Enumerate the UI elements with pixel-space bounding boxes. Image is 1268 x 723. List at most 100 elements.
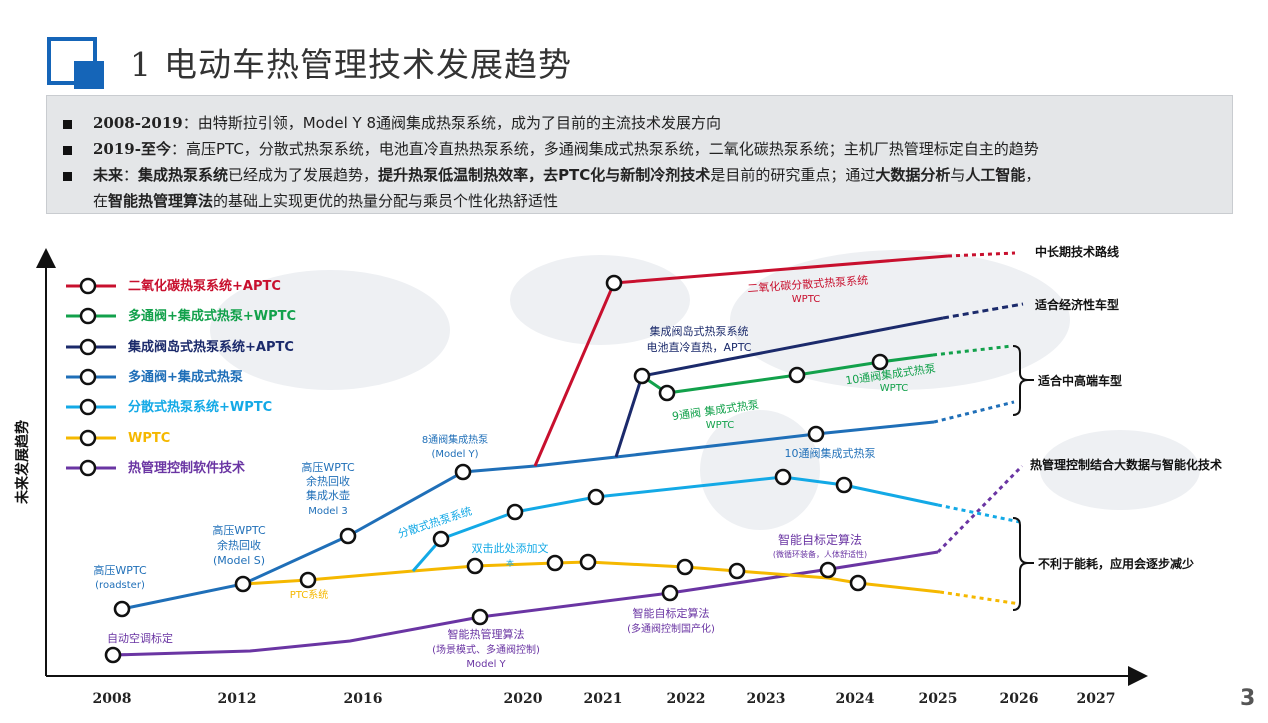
logo-filled-square bbox=[74, 61, 104, 89]
legend-label-co2: 二氧化碳热泵系统+APTC bbox=[128, 278, 281, 294]
node-distributed-5 bbox=[835, 476, 853, 494]
node-distributed-1 bbox=[432, 530, 450, 548]
summary-bold-3d: 人工智能 bbox=[965, 166, 1026, 184]
line-distributed-future bbox=[937, 503, 1021, 524]
annot-self-cal-1: 智能自标定算法 bbox=[633, 606, 710, 620]
annot-10valve-wptc-2: WPTC bbox=[880, 383, 908, 394]
label-big-data: 热管理控制结合大数据与智能化技术 bbox=[1030, 457, 1222, 472]
summary-text-2: ：高压PTC，分散式热泵系统，电池直冷直热热泵系统，多通阀集成式热泵系统，二氧化… bbox=[170, 140, 1039, 158]
tick-2027: 2027 bbox=[1077, 691, 1116, 707]
annot-auto-ac: 自动空调标定 bbox=[107, 631, 173, 645]
world-map-background bbox=[210, 250, 1200, 530]
node-co2 bbox=[605, 274, 623, 292]
tick-2026: 2026 bbox=[1000, 691, 1039, 707]
annot-placeholder-1: 双击此处添加文 bbox=[472, 541, 549, 555]
x-tick-labels: 2008 2012 2016 2020 2021 2022 2023 2024 … bbox=[93, 691, 1116, 707]
annot-models-3: (Model S) bbox=[213, 554, 265, 567]
tick-2023: 2023 bbox=[747, 691, 786, 707]
legend-item-co2: 二氧化碳热泵系统+APTC bbox=[66, 277, 281, 295]
legend-item-multivalve: 多通阀+集成式热泵 bbox=[66, 368, 243, 386]
node-modely bbox=[454, 463, 472, 481]
page-number: 3 bbox=[1240, 686, 1256, 711]
line-valve-island-future bbox=[942, 302, 1024, 320]
node-10valve-wptc-2 bbox=[871, 353, 889, 371]
summary-years-1: 2008-2019 bbox=[93, 114, 183, 132]
annot-placeholder-2: 本 bbox=[506, 558, 514, 568]
line-multivalve-future bbox=[933, 400, 1015, 424]
bullet-square bbox=[63, 120, 72, 129]
node-2012-models bbox=[234, 575, 252, 593]
legend-item-distributed: 分散式热泵系统+WPTC bbox=[66, 398, 272, 416]
node-wptc-2 bbox=[546, 554, 564, 572]
section-logo bbox=[47, 37, 105, 89]
annot-models-1: 高压WPTC bbox=[212, 523, 266, 537]
line-co2-future bbox=[947, 251, 1016, 258]
node-10valve-wptc-1 bbox=[788, 366, 806, 384]
milestone-nodes bbox=[104, 274, 889, 664]
annot-model3-3: 集成水壶 bbox=[306, 488, 350, 502]
page-title: 1 电动车热管理技术发展趋势 bbox=[130, 38, 572, 86]
annot-models-2: 余热回收 bbox=[217, 538, 261, 552]
node-valve-island bbox=[633, 367, 651, 385]
summary-text-3f: 在 bbox=[93, 192, 109, 210]
legend-label-software: 热管理控制软件技术 bbox=[128, 460, 245, 476]
annot-self-cal-3: 智能自标定算法 bbox=[778, 532, 862, 547]
annot-roadster-1: 高压WPTC bbox=[93, 563, 147, 577]
legend-label-valve-island: 集成阀岛式热泵系统+APTC bbox=[127, 339, 294, 355]
label-reduce: 不利于能耗，应用会逐步减少 bbox=[1038, 556, 1194, 571]
node-9valve bbox=[658, 384, 676, 402]
node-ptc-system bbox=[299, 571, 317, 589]
section-title: 电动车热管理技术发展趋势 bbox=[164, 45, 572, 84]
legend-item-software: 热管理控制软件技术 bbox=[66, 459, 245, 477]
summary-text-3e: ， bbox=[1025, 166, 1041, 184]
summary-row-3: 未来：集成热泵系统已经成为了发展趋势，提升热泵低温制热效率，去PTC化与新制冷剂… bbox=[63, 162, 1216, 188]
y-axis-label: 未来发展趋势 bbox=[14, 420, 31, 504]
annot-self-cal-2: (多通阀控制国产化) bbox=[627, 622, 715, 635]
label-long-term: 中长期技术路线 bbox=[1035, 244, 1119, 259]
legend-item-wptc: WPTC bbox=[66, 429, 170, 447]
tick-2022: 2022 bbox=[667, 691, 706, 707]
tick-2025: 2025 bbox=[919, 691, 958, 707]
legend-item-valve-island: 集成阀岛式热泵系统+APTC bbox=[66, 338, 294, 356]
summary-row-2: 2019-至今：高压PTC，分散式热泵系统，电池直冷直热热泵系统，多通阀集成式热… bbox=[63, 136, 1216, 162]
annot-smart-algo-1: 智能热管理算法 bbox=[448, 627, 525, 641]
node-distributed-4 bbox=[774, 468, 792, 486]
section-number: 1 bbox=[130, 45, 152, 84]
node-software-modely bbox=[471, 608, 489, 626]
annot-roadster-2: (roadster) bbox=[95, 580, 145, 591]
node-distributed-3 bbox=[587, 488, 605, 506]
annot-modely-1: 8通阀集成热泵 bbox=[422, 433, 488, 446]
annot-smart-algo-2: (场景模式、多通阀控制) bbox=[432, 643, 540, 656]
annot-model3-2: 余热回收 bbox=[306, 474, 350, 488]
annot-10valve: 10通阀集成式热泵 bbox=[785, 446, 876, 460]
annot-model3-4: Model 3 bbox=[308, 506, 348, 517]
legend-label-multivalve: 多通阀+集成式热泵 bbox=[128, 369, 243, 385]
summary-bold-3a: 集成热泵系统 bbox=[138, 166, 229, 184]
node-software-2022 bbox=[661, 584, 679, 602]
label-economy: 适合经济性车型 bbox=[1035, 297, 1119, 312]
summary-row-1: 2008-2019：由特斯拉引领，Model Y 8通阀集成热泵系统，成为了目前… bbox=[63, 110, 1216, 136]
node-wptc-7 bbox=[849, 574, 867, 592]
line-software bbox=[112, 550, 939, 657]
annot-self-cal-4: (微循环装备，人体舒适性) bbox=[773, 549, 867, 559]
summary-text-3a: ： bbox=[123, 166, 139, 184]
node-2008-software bbox=[104, 646, 122, 664]
legend-label-multivalve-wptc: 多通阀+集成式热泵+WPTC bbox=[128, 308, 296, 324]
node-2008-roadster bbox=[113, 600, 131, 618]
tick-2012: 2012 bbox=[218, 691, 257, 707]
summary-row-3-continued: 在智能热管理算法的基础上实现更优的热量分配与乘员个性化热舒适性 bbox=[63, 188, 1216, 214]
node-wptc-6 bbox=[819, 561, 837, 579]
node-model3 bbox=[339, 527, 357, 545]
bracket-reduce bbox=[1012, 517, 1029, 611]
legend-item-multivalve-wptc: 多通阀+集成式热泵+WPTC bbox=[66, 307, 296, 325]
tick-2024: 2024 bbox=[836, 691, 875, 707]
tick-2021: 2021 bbox=[584, 691, 623, 707]
tick-2016: 2016 bbox=[344, 691, 383, 707]
annot-ptc-system: PTC系统 bbox=[290, 588, 329, 601]
label-high-end: 适合中高端车型 bbox=[1038, 373, 1122, 388]
bullet-square bbox=[63, 172, 72, 181]
line-multivalve-wptc-future bbox=[932, 344, 1013, 357]
summary-text-3d: 与 bbox=[950, 166, 966, 184]
line-software-future bbox=[936, 464, 1024, 554]
